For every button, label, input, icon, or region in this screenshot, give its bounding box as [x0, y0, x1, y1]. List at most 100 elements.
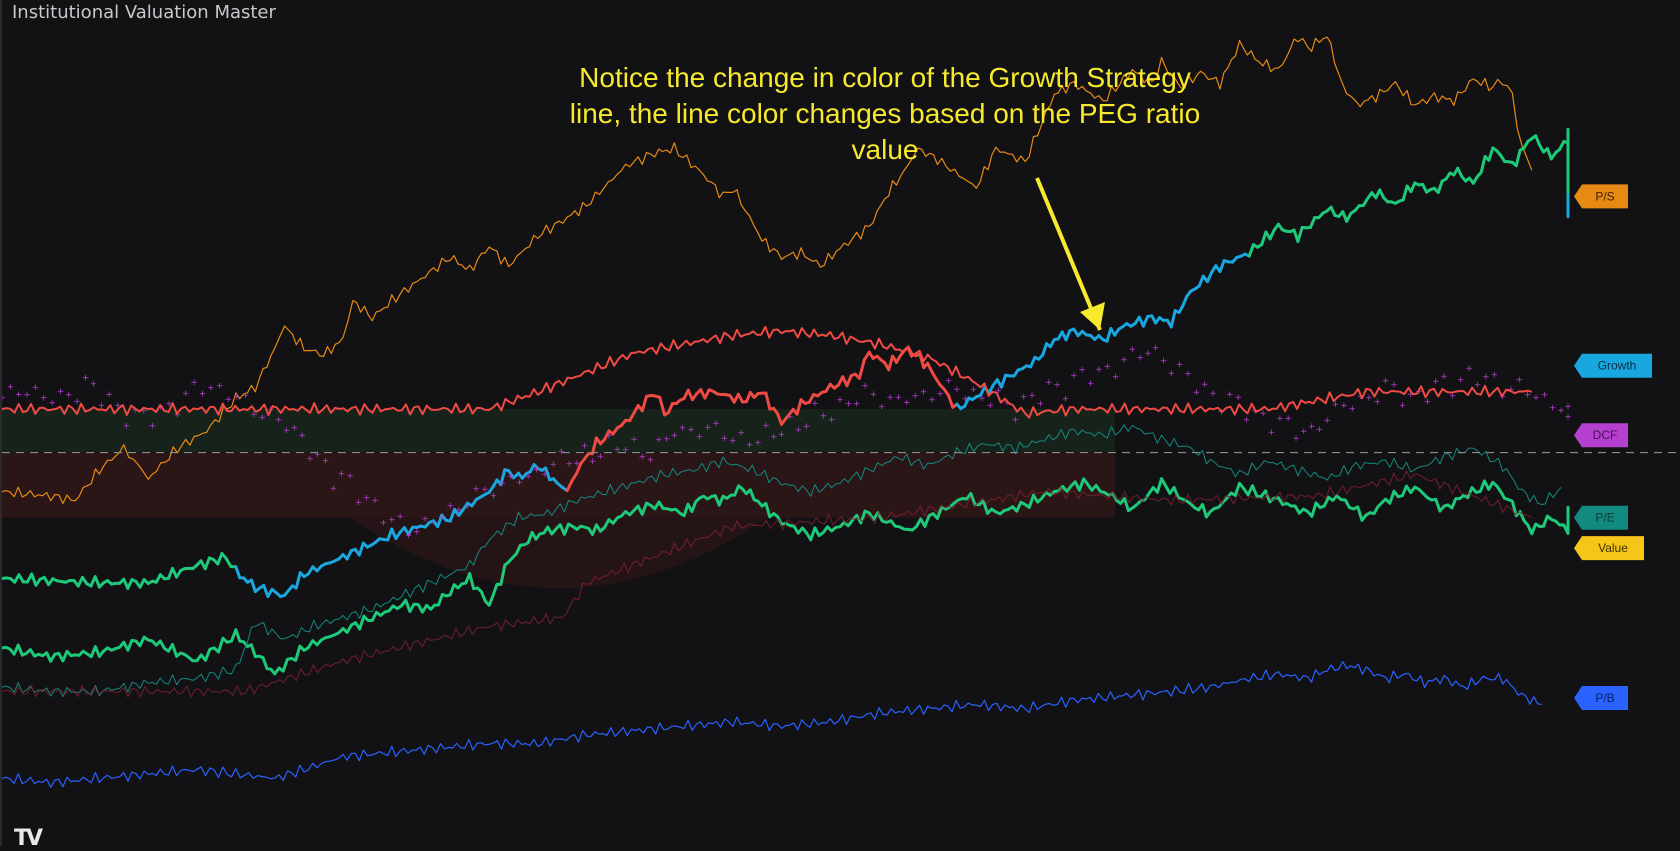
axis-label-text: P/S — [1595, 189, 1614, 203]
dcf-point: + — [32, 383, 40, 393]
dcf-point: + — [1176, 360, 1184, 370]
growth-segment — [949, 396, 953, 408]
annotation-arrow-shaft — [1037, 178, 1100, 330]
dcf-point: + — [1424, 398, 1432, 408]
bands-layer — [2, 409, 1115, 588]
dcf-point: + — [630, 435, 638, 445]
dcf-point: + — [541, 470, 549, 480]
dcf-point: + — [920, 388, 928, 398]
growth-segment — [1171, 311, 1175, 327]
axis-label-dcf: DCF — [1574, 423, 1628, 447]
dcf-point: + — [886, 393, 894, 403]
dcf-point: + — [687, 426, 695, 436]
dcf-point: + — [322, 457, 330, 467]
annotation-arrow-layer — [1037, 178, 1105, 330]
dcf-point: + — [861, 382, 869, 392]
growth-segment — [889, 356, 893, 370]
dcf-point: + — [533, 466, 541, 476]
dcf-point: + — [712, 419, 720, 429]
axis-label-value: Value — [1574, 536, 1644, 560]
dcf-point: + — [613, 445, 621, 455]
growth-segment — [1220, 261, 1224, 272]
dcf-point: + — [1020, 393, 1028, 403]
growth-segment — [1489, 148, 1493, 160]
dcf-point: + — [388, 516, 396, 526]
dcf-point: + — [1062, 394, 1070, 404]
dcf-point: + — [57, 387, 65, 397]
axis-labels-layer: P/S Growth DCF P/E Value P/B — [1574, 184, 1652, 710]
dcf-point: + — [987, 401, 995, 411]
dcf-point: + — [845, 400, 853, 410]
dcf-point: + — [605, 431, 613, 441]
dcf-point: + — [275, 415, 283, 425]
dcf-point: + — [1201, 380, 1209, 390]
dcf-point: + — [1087, 379, 1095, 389]
growth-segment — [859, 360, 864, 379]
dcf-point: + — [878, 403, 886, 413]
dcf-point: + — [190, 378, 198, 388]
dcf-point: + — [1432, 377, 1440, 387]
dcf-point: + — [589, 457, 597, 467]
dcf-point: + — [1168, 369, 1176, 379]
dcf-point: + — [371, 496, 379, 506]
dcf-point: + — [90, 380, 98, 390]
dcf-point: + — [853, 400, 861, 410]
dcf-point: + — [961, 394, 969, 404]
dcf-point: + — [704, 423, 712, 433]
dcf-point: + — [421, 514, 429, 524]
dcf-point: + — [524, 472, 532, 482]
dcf-point: + — [903, 398, 911, 408]
dcf-point: + — [597, 452, 605, 462]
dcf-point: + — [953, 385, 961, 395]
dcf-point: + — [346, 472, 354, 482]
growth-segment — [1516, 150, 1520, 165]
dcf-point: + — [1382, 376, 1390, 386]
dcf-point: + — [737, 428, 745, 438]
growth-segment — [205, 558, 209, 569]
axis-label-text: Value — [1598, 541, 1628, 555]
dcf-point: + — [978, 394, 986, 404]
dcf-point: + — [647, 456, 655, 466]
dcf-point: + — [396, 512, 404, 522]
dcf-point: + — [794, 426, 802, 436]
dcf-point: + — [455, 505, 463, 515]
dcf-point: + — [123, 422, 131, 432]
dcf-point: + — [1129, 345, 1137, 355]
dcf-point: + — [1028, 391, 1036, 401]
dcf-point: + — [803, 422, 811, 432]
dcf-point: + — [549, 460, 557, 470]
dcf-point: + — [770, 433, 778, 443]
dcf-point: + — [1160, 357, 1168, 367]
growth-segment — [847, 376, 851, 386]
dcf-point: + — [1226, 390, 1234, 400]
dcf-point: + — [15, 390, 23, 400]
dcf-point: + — [1532, 393, 1540, 403]
dcf-point: + — [65, 391, 73, 401]
dcf-point: + — [472, 484, 480, 494]
dcf-point: + — [1292, 434, 1300, 444]
dcf-point: + — [1012, 415, 1020, 425]
dcf-point: + — [622, 446, 630, 456]
dcf-point: + — [438, 512, 446, 522]
dcf-point: + — [936, 390, 944, 400]
dcf-point: + — [1365, 393, 1373, 403]
left-border — [0, 0, 2, 846]
dcf-point: + — [696, 432, 704, 442]
axis-label-pe: P/E — [1574, 506, 1628, 530]
dcf-point: + — [1564, 402, 1572, 412]
dcf-point: + — [1564, 412, 1572, 422]
axis-label-growth: Growth — [1574, 354, 1652, 378]
dcf-point: + — [481, 485, 489, 495]
dcf-point: + — [498, 479, 506, 489]
axis-label-pb: P/B — [1574, 686, 1628, 710]
dcf-point: + — [225, 395, 233, 405]
tradingview-logo-icon[interactable]: TV — [14, 826, 40, 851]
dcf-point: + — [507, 472, 515, 482]
dcf-point: + — [1184, 369, 1192, 379]
dcf-point: + — [1465, 364, 1473, 374]
dcf-point: + — [1078, 366, 1086, 376]
dcf-point: + — [430, 517, 438, 527]
dcf-point: + — [1193, 388, 1201, 398]
dcf-point: + — [970, 385, 978, 395]
dcf-point: + — [1103, 362, 1111, 372]
